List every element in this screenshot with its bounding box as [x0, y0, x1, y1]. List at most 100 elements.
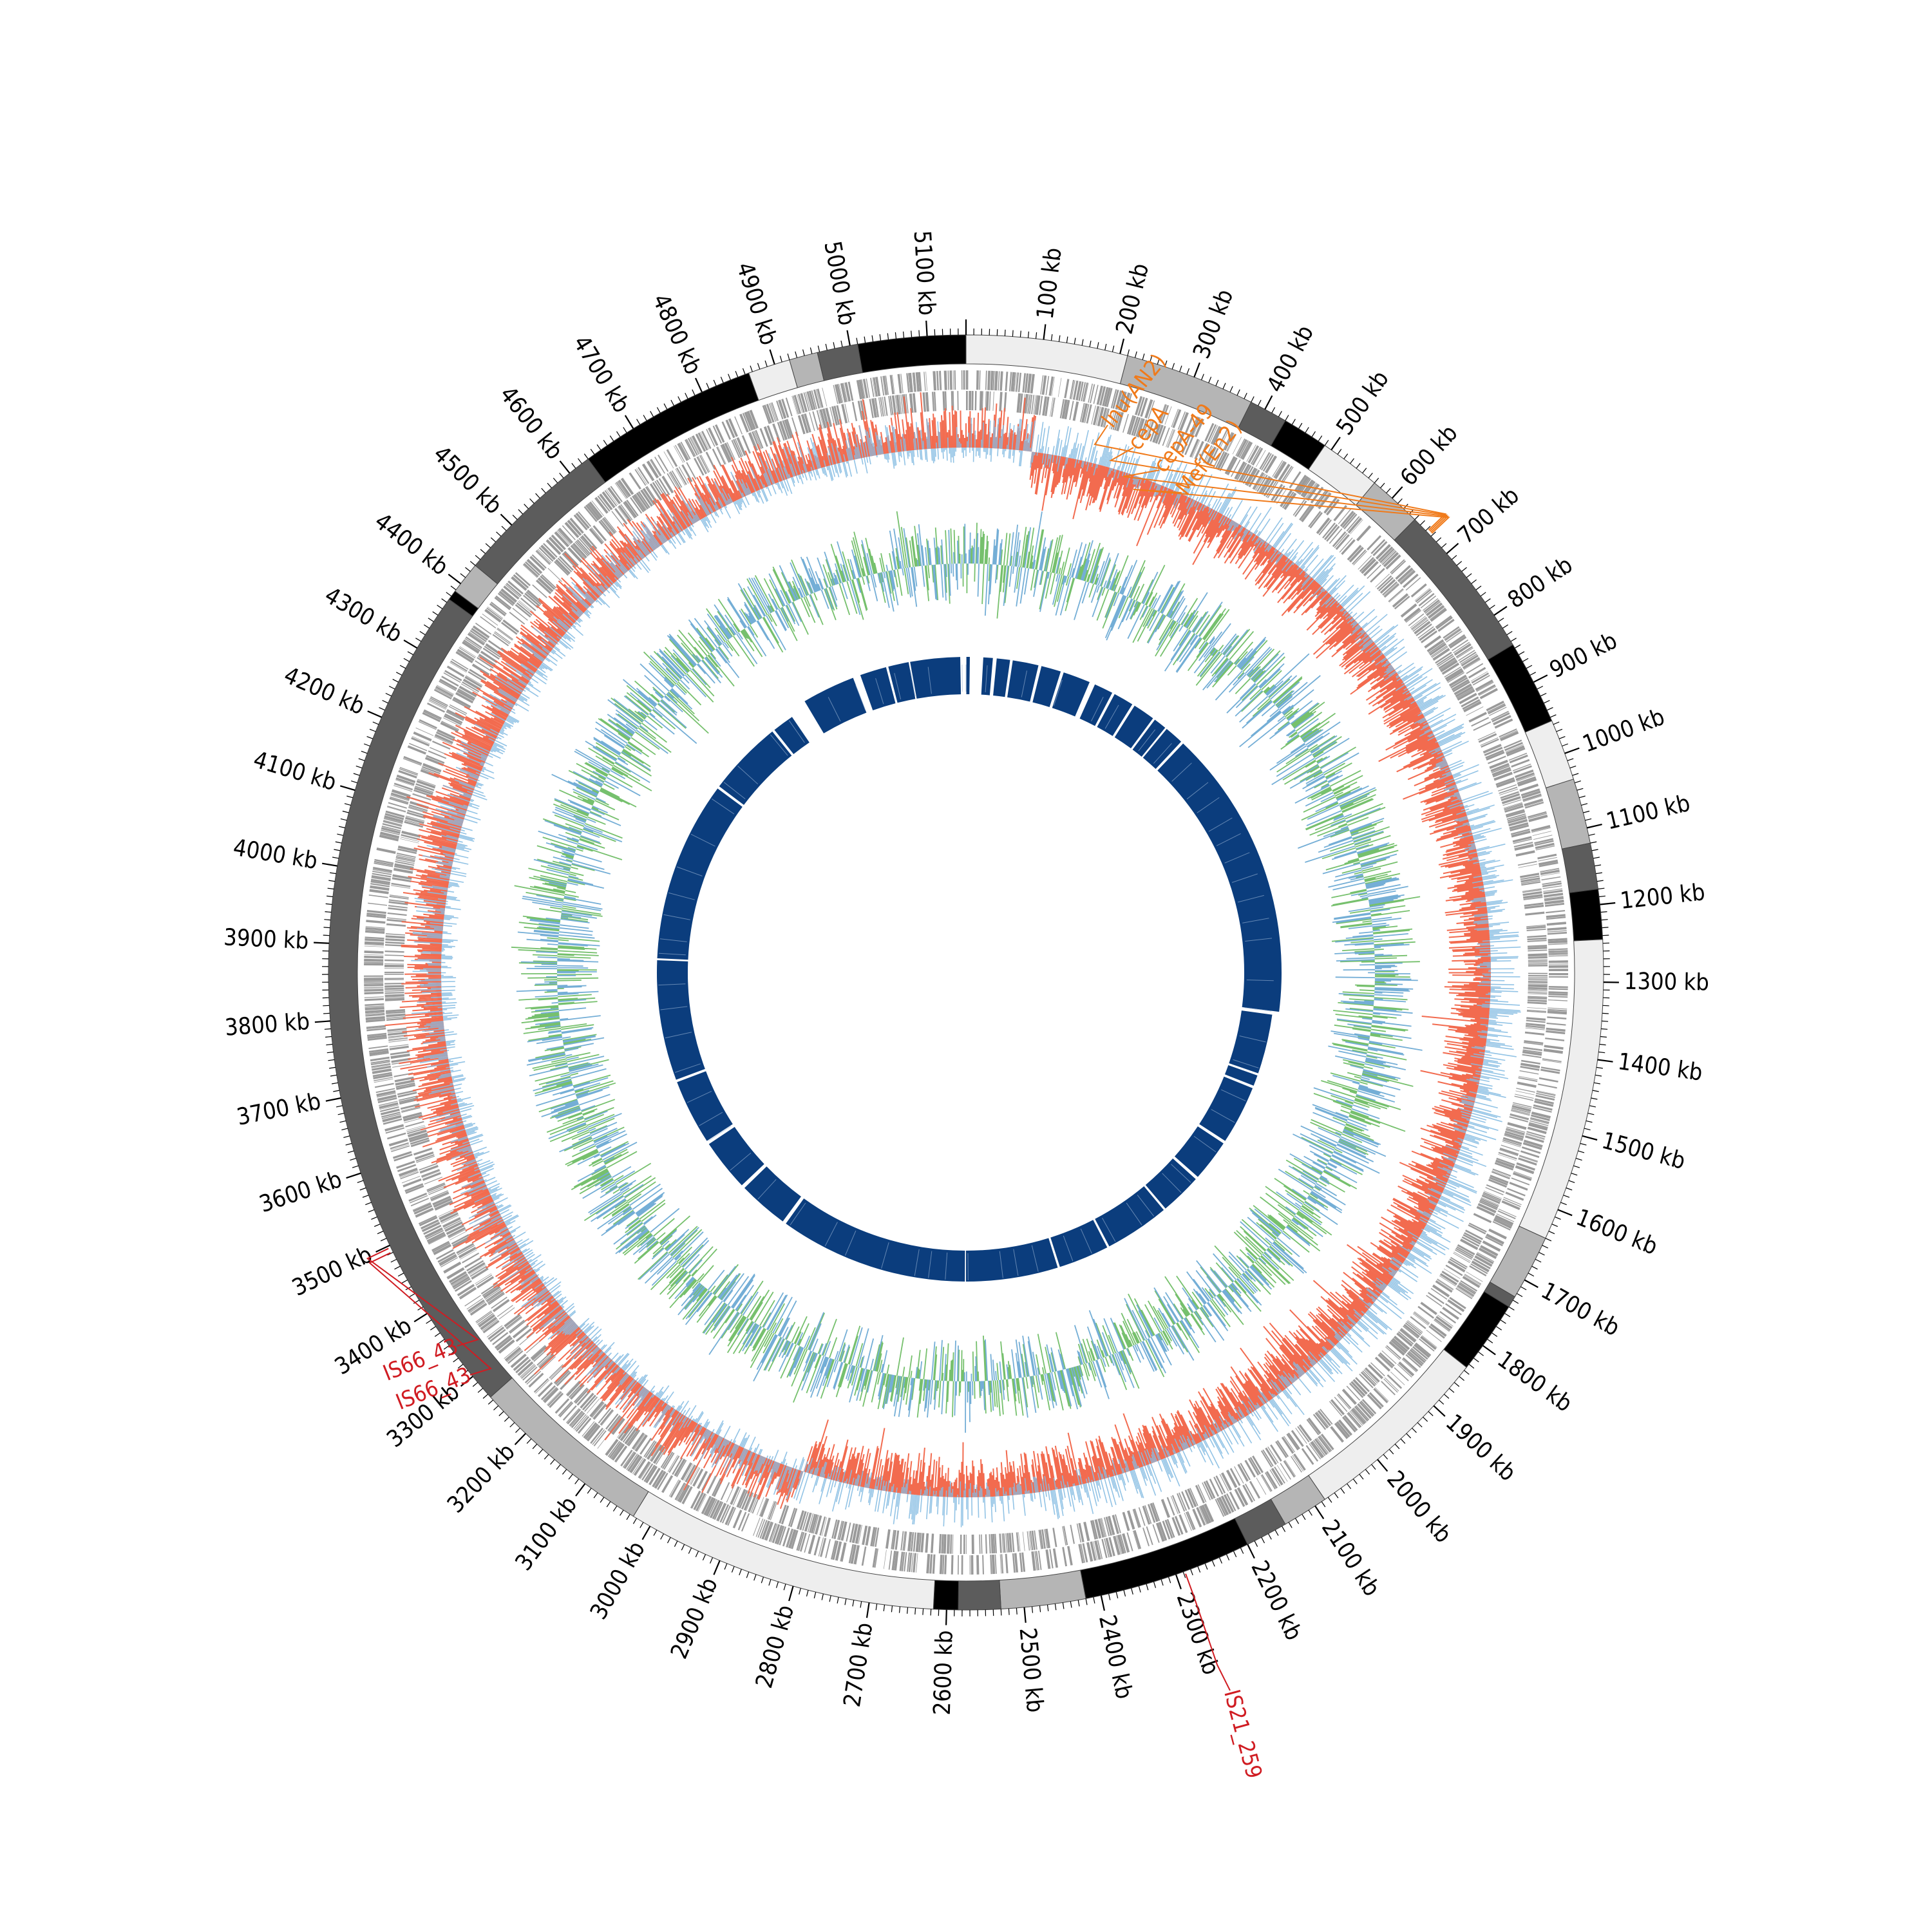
cds-feature	[1280, 466, 1293, 483]
cds-feature	[768, 403, 776, 422]
cds-feature	[791, 395, 798, 415]
minor-tick	[802, 349, 805, 356]
minor-tick	[837, 1596, 839, 1604]
gene-label: IS21_259	[1218, 1687, 1267, 1781]
cds-feature	[1506, 813, 1526, 820]
cds-feature	[1226, 1493, 1236, 1511]
cds-feature	[804, 413, 811, 433]
cds-feature	[900, 394, 904, 414]
cds-feature	[1048, 376, 1054, 396]
cds-feature	[1490, 1175, 1509, 1184]
cds-feature	[1488, 1179, 1508, 1188]
annotation-leader	[1109, 447, 1448, 532]
cds-feature	[436, 1249, 454, 1260]
cds-feature	[1534, 840, 1554, 846]
blast-hit	[677, 1071, 733, 1141]
cds-feature	[1379, 1352, 1395, 1367]
cds-feature	[1520, 1066, 1540, 1071]
cds-feature	[778, 399, 787, 419]
cds-feature	[386, 1010, 406, 1014]
cds-feature	[390, 1053, 410, 1059]
cds-feature	[1375, 544, 1391, 560]
minor-tick	[1291, 419, 1296, 425]
cds-feature	[557, 557, 573, 573]
minor-tick	[1153, 1581, 1157, 1588]
cds-feature	[453, 1278, 471, 1290]
cds-feature	[1519, 1155, 1538, 1163]
cds-feature	[663, 1452, 675, 1470]
cds-feature	[374, 862, 393, 867]
cds-feature	[1524, 904, 1544, 909]
minor-tick	[860, 1601, 862, 1608]
cds-feature	[428, 1187, 447, 1195]
cds-feature	[429, 699, 447, 709]
cds-feature	[825, 1539, 831, 1558]
cds-feature	[1510, 1114, 1529, 1121]
cds-feature	[1360, 1371, 1376, 1387]
cds-feature	[533, 1378, 549, 1393]
cds-feature	[1504, 742, 1523, 752]
cds-feature	[564, 551, 579, 567]
cds-feature	[1415, 1342, 1432, 1356]
cds-feature	[1494, 718, 1513, 729]
minor-tick	[426, 1320, 432, 1324]
cds-feature	[415, 1151, 434, 1160]
minor-tick	[1596, 1066, 1603, 1069]
cds-feature	[1540, 872, 1560, 876]
cds-feature	[397, 1092, 417, 1098]
minor-tick	[1356, 462, 1361, 469]
cds-feature	[1312, 1414, 1327, 1430]
cds-feature	[455, 692, 474, 704]
cds-feature	[1332, 531, 1347, 547]
cds-feature	[1309, 1443, 1321, 1460]
cds-feature	[855, 1524, 862, 1544]
cds-feature	[766, 1522, 774, 1541]
cds-feature	[1511, 1109, 1530, 1115]
cds-feature	[1437, 655, 1454, 667]
cds-feature	[599, 493, 613, 511]
cds-feature	[1524, 802, 1544, 809]
minor-tick	[465, 567, 471, 572]
minor-tick	[1551, 1224, 1558, 1227]
cds-feature	[389, 896, 409, 900]
cds-feature	[770, 1523, 778, 1542]
cds-feature	[1113, 1535, 1121, 1555]
cds-feature	[1128, 415, 1137, 435]
cds-feature	[502, 619, 520, 633]
cds-feature	[369, 889, 389, 895]
cds-feature	[694, 457, 705, 476]
cds-feature	[1171, 1495, 1180, 1514]
cds-feature	[1430, 1323, 1447, 1337]
blast-hit	[1224, 1065, 1258, 1086]
cds-feature	[484, 1288, 502, 1300]
minor-tick	[1211, 1560, 1215, 1567]
cds-feature	[1506, 747, 1526, 757]
cds-feature	[484, 645, 501, 658]
cds-feature	[1474, 1255, 1493, 1267]
minor-tick	[1563, 1195, 1570, 1198]
cds-feature	[1412, 1313, 1429, 1326]
cds-feature	[1172, 409, 1182, 428]
minor-tick	[1547, 707, 1553, 711]
cds-feature	[759, 428, 768, 447]
cds-feature	[658, 478, 670, 496]
cds-feature	[386, 1013, 406, 1018]
cds-feature	[797, 1532, 805, 1551]
cds-feature	[554, 1398, 570, 1414]
cds-feature	[991, 1554, 996, 1575]
cds-feature	[1492, 1221, 1511, 1231]
cds-feature	[1538, 1083, 1557, 1089]
cds-feature	[1005, 372, 1009, 392]
cds-feature	[976, 1555, 980, 1575]
cds-feature	[368, 902, 388, 906]
minor-tick	[562, 1469, 567, 1475]
cds-feature	[480, 650, 498, 663]
cds-feature	[1517, 860, 1537, 866]
major-tick	[346, 1172, 361, 1179]
cds-feature	[384, 815, 404, 823]
cds-feature	[1090, 1520, 1097, 1540]
cds-feature	[1406, 610, 1422, 623]
cds-feature	[439, 678, 458, 690]
cds-feature	[1473, 1258, 1491, 1270]
cds-feature	[1509, 1182, 1528, 1191]
